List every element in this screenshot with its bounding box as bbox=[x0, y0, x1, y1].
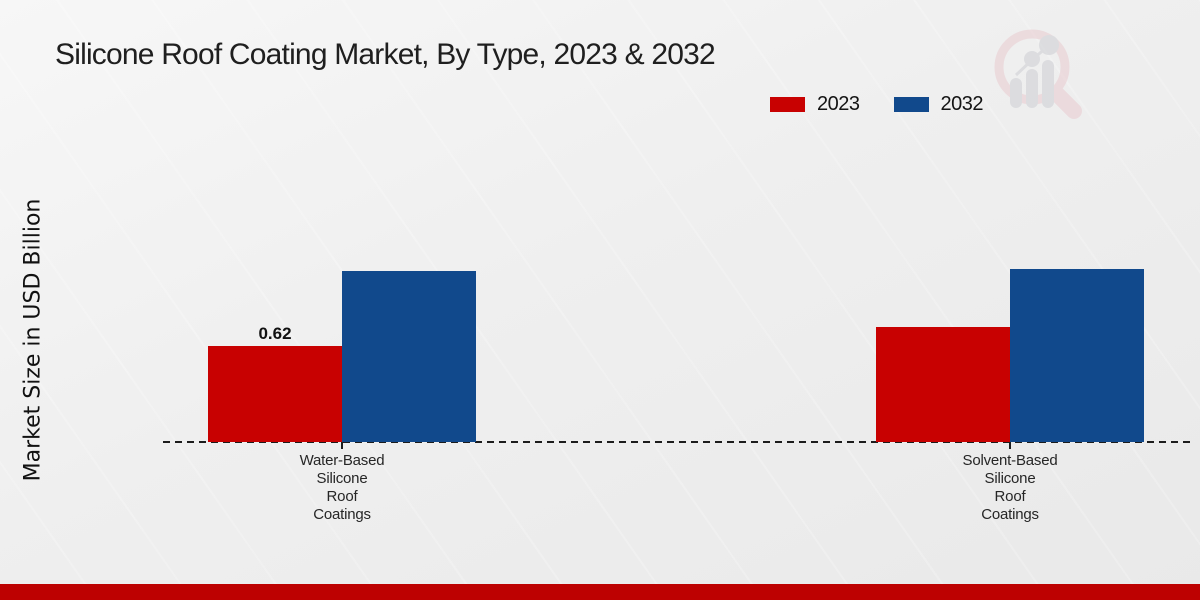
bar-value-label: 0.62 bbox=[258, 323, 292, 343]
legend: 2023 2032 bbox=[770, 93, 983, 116]
legend-swatch-2023 bbox=[770, 97, 805, 112]
legend-label: 2032 bbox=[940, 93, 984, 115]
x-axis-tick bbox=[341, 442, 343, 449]
bar-2023-category-0 bbox=[208, 346, 342, 442]
category-label-1: Solvent-Based Silicone Roof Coatings bbox=[962, 452, 1058, 523]
legend-item-2032: 2032 bbox=[893, 93, 984, 116]
bar-2023-category-1 bbox=[876, 327, 1010, 442]
bar-2032-category-1 bbox=[1010, 269, 1144, 442]
bar-2032-category-0 bbox=[342, 271, 476, 442]
legend-item-2023: 2023 bbox=[770, 93, 860, 116]
x-axis-baseline bbox=[163, 441, 1190, 443]
footer-accent-bar bbox=[0, 584, 1200, 600]
legend-swatch-2032 bbox=[893, 97, 929, 112]
legend-label: 2023 bbox=[817, 93, 860, 115]
magnifier-barchart-logo-icon bbox=[994, 29, 1082, 119]
x-axis-tick bbox=[1009, 442, 1011, 449]
category-label-0: Water-Based Silicone Roof Coatings bbox=[299, 452, 385, 523]
chart-title: Silicone Roof Coating Market, By Type, 2… bbox=[55, 38, 716, 71]
